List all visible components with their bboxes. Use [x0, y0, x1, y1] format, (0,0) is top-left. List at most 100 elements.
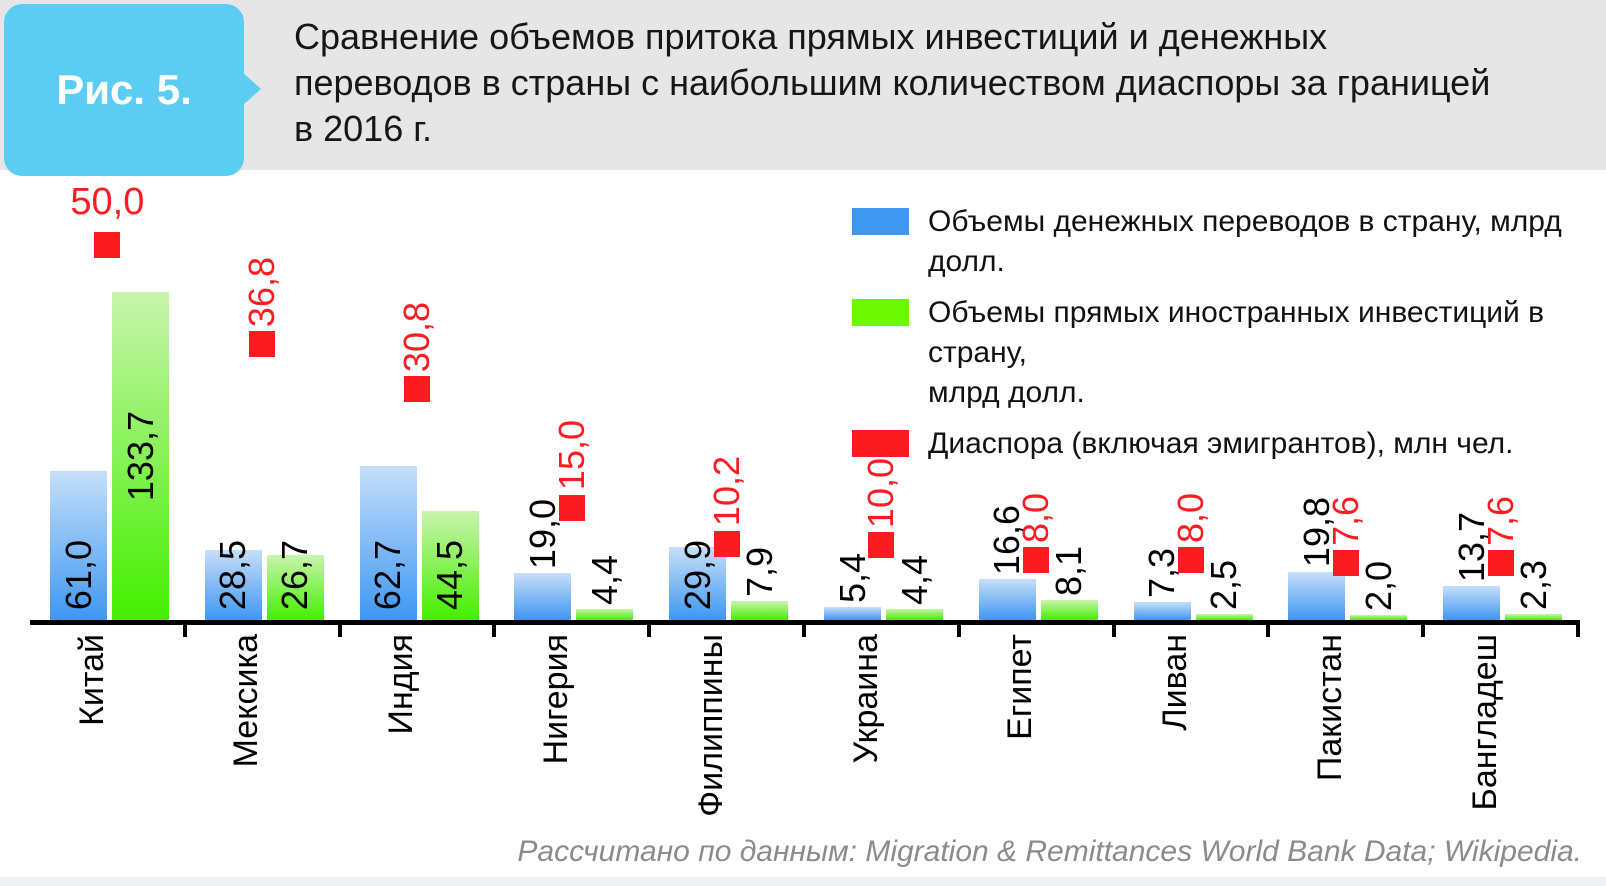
marker-diaspora-2: [249, 331, 276, 357]
marker-diaspora-9: [1332, 550, 1359, 576]
value-label-fdi-10-text: 2,3: [1512, 560, 1554, 611]
value-label-fdi-3-text: 44,5: [429, 539, 471, 610]
country-label-text-2: Мексика: [227, 634, 266, 768]
bar-fdi-10: [1505, 614, 1563, 620]
country-label-8: Ливан: [1156, 634, 1196, 731]
legend-label-diaspora: Диаспора (включая эмигрантов), млн чел.: [928, 427, 1514, 460]
value-label-fdi-2-text: 26,7: [274, 539, 316, 610]
value-label-remittances-3-text: 62,7: [367, 539, 409, 610]
bar-fdi-5: [731, 600, 789, 620]
value-label-diaspora-3-text: 30,8: [396, 301, 437, 372]
value-label-fdi-7-text: 8,1: [1048, 546, 1090, 597]
bar-fdi-9: [1350, 615, 1408, 620]
bar-remittances-6: [824, 606, 881, 620]
country-label-4: Нигерия: [536, 634, 576, 764]
value-label-diaspora-7: 8,0: [1015, 493, 1056, 543]
value-label-remittances-2: 28,5: [212, 539, 254, 610]
x-axis-tick: [1421, 620, 1426, 637]
value-label-fdi-8: 2,5: [1203, 559, 1245, 610]
legend-swatch-remittances: [852, 208, 909, 235]
x-axis-tick: [492, 620, 497, 637]
marker-diaspora-4: [558, 494, 585, 521]
value-label-diaspora-4: 15,0: [550, 420, 592, 491]
marker-diaspora-8: [1178, 547, 1204, 573]
bar-fdi-2: [266, 554, 324, 620]
value-label-remittances-4: 19,0: [521, 499, 563, 570]
value-label-remittances-2-text: 28,5: [212, 539, 254, 610]
country-label-2: Мексика: [227, 634, 267, 767]
value-label-remittances-1: 61,0: [58, 540, 99, 610]
x-axis-tick: [1576, 620, 1580, 637]
bar-remittances-7: [978, 579, 1036, 620]
legend-swatch-fdi: [852, 299, 909, 326]
bar-fdi-4: [576, 609, 634, 620]
bar-remittances-8: [1133, 602, 1191, 620]
value-label-diaspora-8-text: 8,0: [1170, 492, 1211, 543]
value-label-diaspora-8: 8,0: [1170, 492, 1211, 543]
legend-item-remittances: Объемы денежных переводов в страну, млрд…: [852, 202, 1592, 282]
value-label-diaspora-1: 50,0: [70, 181, 145, 223]
x-axis-tick: [647, 620, 652, 637]
country-label-6: Украина: [846, 634, 886, 763]
badge-pointer-icon: [242, 72, 261, 106]
bar-remittances-5: [669, 546, 727, 620]
marker-diaspora-6: [868, 532, 895, 558]
value-label-remittances-5-text: 29,9: [676, 539, 718, 610]
value-label-diaspora-4-text: 15,0: [550, 420, 592, 491]
value-label-remittances-6: 5,4: [831, 552, 873, 603]
value-label-fdi-9: 2,0: [1358, 561, 1399, 611]
value-label-remittances-8: 7,3: [1141, 548, 1183, 599]
country-label-text-4: Нигерия: [536, 634, 575, 765]
marker-diaspora-10: [1487, 550, 1514, 576]
value-label-fdi-4: 4,4: [584, 555, 625, 605]
marker-diaspora-1: [94, 232, 121, 258]
chart-title: Сравнение объемов притока прямых инвести…: [294, 16, 1491, 149]
value-label-diaspora-6-text: 10,0: [860, 457, 902, 528]
country-label-text-9: Пакистан: [1310, 634, 1349, 782]
bar-remittances-1: [50, 470, 107, 620]
value-label-diaspora-2-text: 36,8: [241, 256, 283, 327]
country-label-9: Пакистан: [1310, 634, 1350, 781]
x-axis-tick: [1111, 620, 1116, 637]
country-label-text-1: Китай: [72, 634, 111, 726]
bar-fdi-1: [112, 292, 169, 620]
bar-fdi-8: [1195, 613, 1253, 620]
source-note: Рассчитано по данным: Migration & Remitt…: [517, 835, 1582, 868]
bar-remittances-4: [514, 573, 572, 620]
country-label-text-3: Индия: [382, 634, 421, 735]
x-axis-tick: [337, 620, 342, 637]
value-label-fdi-10: 2,3: [1512, 560, 1554, 611]
value-label-remittances-8-text: 7,3: [1141, 548, 1183, 599]
legend-item-fdi: Объемы прямых иностранных инвестиций в с…: [852, 293, 1592, 413]
country-label-text-6: Украина: [846, 634, 885, 764]
x-axis-tick: [802, 620, 806, 637]
marker-diaspora-7: [1023, 547, 1050, 573]
value-label-remittances-5: 29,9: [676, 539, 718, 610]
header-band: [0, 0, 1606, 170]
value-label-fdi-1: 133,7: [120, 292, 161, 620]
country-label-1: Китай: [72, 634, 112, 726]
value-label-fdi-5: 7,9: [739, 547, 780, 597]
figure-number-badge: Рис. 5.: [4, 4, 244, 176]
bar-remittances-10: [1443, 586, 1501, 620]
value-label-remittances-6-text: 5,4: [831, 552, 873, 603]
legend-label-remittances: Объемы денежных переводов в страну, млрд…: [928, 205, 1562, 278]
bar-fdi-6: [886, 609, 943, 620]
chart-legend: Объемы денежных переводов в страну, млрд…: [852, 202, 1592, 475]
value-label-remittances-4-text: 19,0: [521, 499, 563, 570]
country-label-text-5: Филиппины: [691, 634, 730, 817]
bar-remittances-3: [359, 466, 417, 620]
x-axis-tick: [1266, 620, 1271, 637]
country-label-text-7: Египет: [1001, 634, 1040, 740]
bottom-accent-strip: [0, 877, 1606, 886]
marker-diaspora-5: [713, 530, 740, 557]
value-label-diaspora-9-text: 7,6: [1324, 495, 1366, 546]
value-label-fdi-8-text: 2,5: [1203, 559, 1245, 610]
bar-fdi-7: [1040, 600, 1098, 620]
value-label-fdi-2: 26,7: [274, 539, 316, 610]
value-label-diaspora-10-text: 7,6: [1479, 495, 1521, 546]
bar-remittances-9: [1288, 571, 1346, 620]
x-axis-tick: [182, 620, 187, 637]
